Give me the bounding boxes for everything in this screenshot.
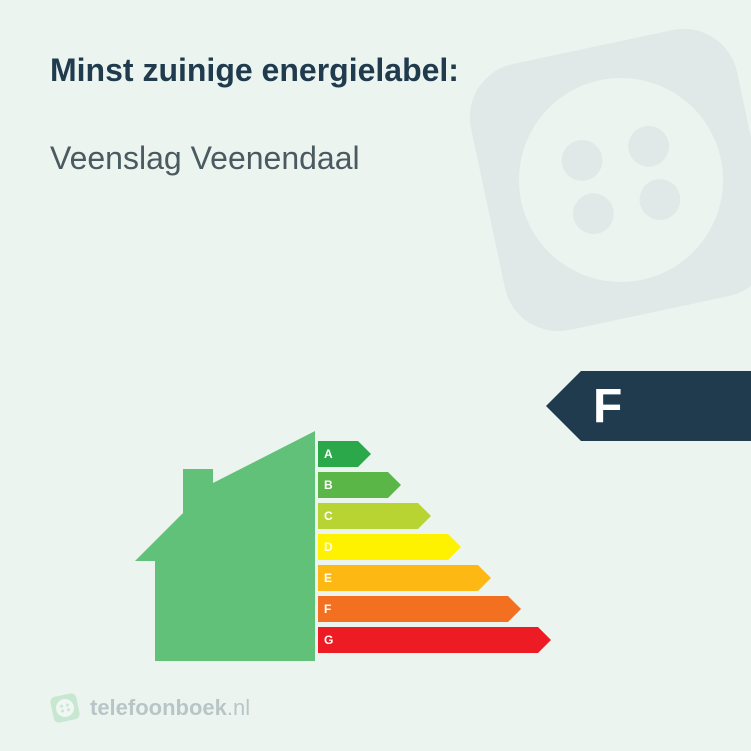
energy-bar-label: C [324, 509, 333, 523]
energy-bar-label: E [324, 571, 332, 585]
energy-label-chart: A B C D E F G F [0, 371, 751, 661]
footer-tld: .nl [227, 695, 250, 720]
energy-bar-d: D [318, 534, 538, 560]
energy-bar-label: G [324, 633, 333, 647]
energy-bar-c: C [318, 503, 538, 529]
energy-bar-label: F [324, 602, 331, 616]
energy-bar-label: B [324, 478, 333, 492]
footer-brand: telefoonboek [90, 695, 227, 720]
rating-arrow-head [546, 371, 581, 441]
rating-value: F [581, 371, 751, 441]
location-name: Veenslag Veenendaal [50, 140, 701, 177]
house-icon [135, 431, 315, 661]
energy-bar-label: A [324, 447, 333, 461]
energy-bar-label: D [324, 540, 333, 554]
energy-bar-e: E [318, 565, 538, 591]
page-title: Minst zuinige energielabel: [50, 50, 701, 92]
energy-bar-g: G [318, 627, 538, 653]
energy-bars: A B C D E F G [318, 441, 538, 653]
footer-text: telefoonboek.nl [90, 695, 250, 721]
energy-bar-b: B [318, 472, 538, 498]
rating-indicator: F [546, 371, 751, 441]
footer: telefoonboek.nl [50, 693, 250, 723]
energy-bar-a: A [318, 441, 538, 467]
footer-logo-icon [47, 690, 83, 726]
content-area: Minst zuinige energielabel: Veenslag Vee… [0, 0, 751, 751]
energy-bar-f: F [318, 596, 538, 622]
